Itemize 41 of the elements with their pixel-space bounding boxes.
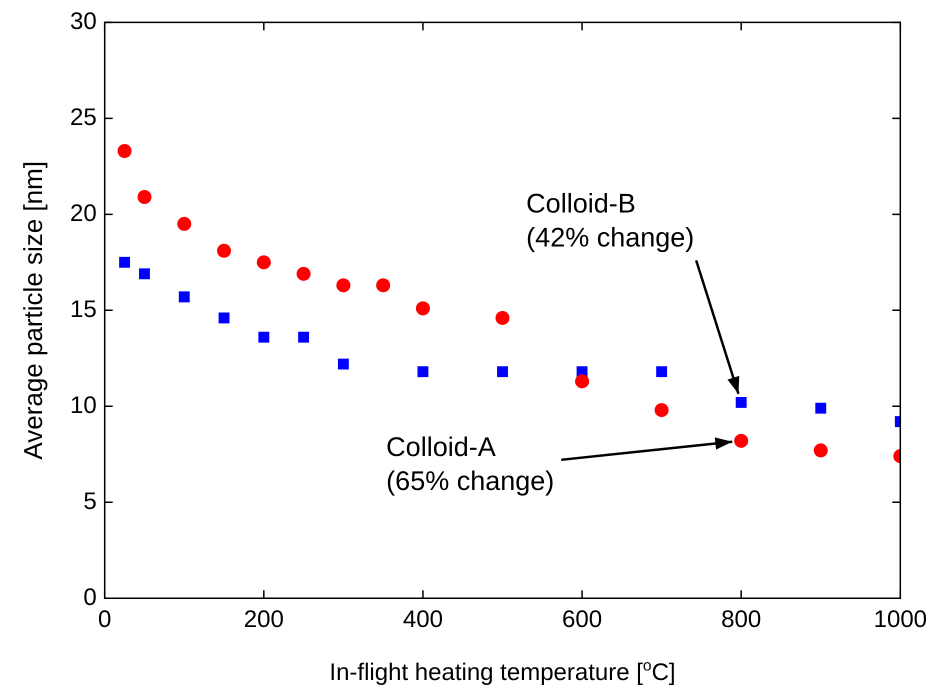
y-axis-title: Average particle size [nm] [18,160,48,460]
point [376,278,390,292]
point [119,256,130,268]
annotation: Colloid-A (65% change) [386,432,554,496]
point [217,244,232,258]
y-tick-label: 30 [70,8,97,36]
point [417,366,428,378]
point [654,403,669,418]
x-tick-label: 600 [562,606,602,634]
point [218,312,230,324]
y-tick-label: 10 [70,392,97,419]
point [814,443,828,458]
point [256,255,271,270]
point [137,190,152,204]
point [575,374,590,388]
x-tick-label: 200 [244,606,284,634]
y-tick-label: 20 [70,200,97,227]
point [656,366,668,378]
point [497,366,508,378]
y-tick-label: 15 [70,296,97,323]
x-tick-label: 400 [402,606,443,634]
point [296,266,311,281]
y-tick-label: 25 [70,104,97,131]
x-tick-label: 1000 [874,606,927,634]
point [298,332,310,343]
point [338,358,349,370]
point [139,268,150,280]
point [736,396,747,408]
y-tick-label: 0 [83,584,97,611]
point [496,310,510,325]
point [118,144,132,158]
annotation: Colloid-B (42% change) [526,188,694,252]
point [177,216,192,231]
point [734,434,748,448]
point [815,402,826,414]
point [258,332,270,343]
point [336,278,350,292]
x-tick-label: 800 [721,606,762,634]
point [416,301,430,316]
y-tick-label: 5 [83,488,97,515]
point [178,291,190,302]
